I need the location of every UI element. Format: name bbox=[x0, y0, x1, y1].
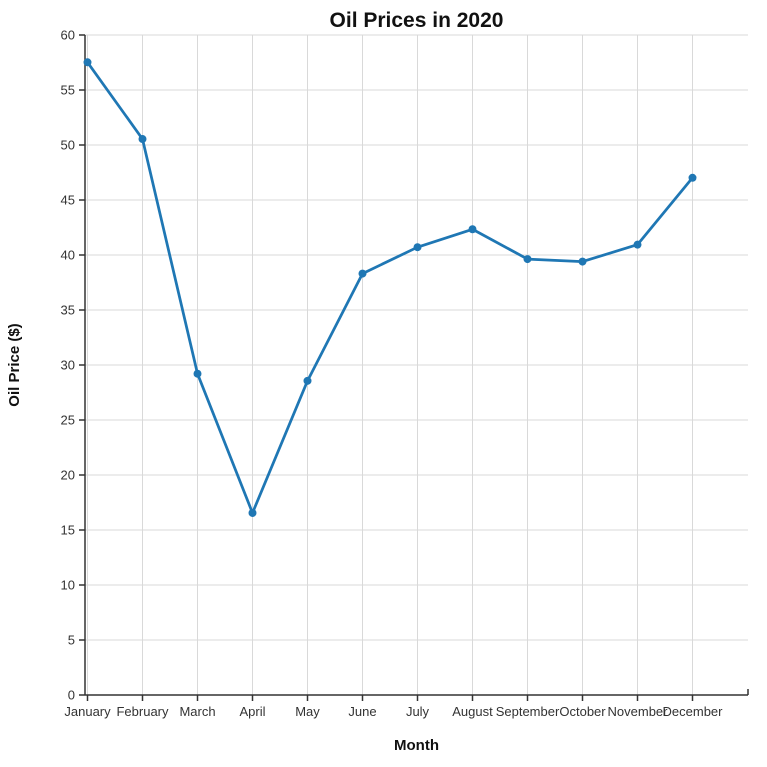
y-tick-label: 25 bbox=[61, 413, 75, 428]
x-tick-label: February bbox=[116, 704, 169, 719]
x-tick-label: August bbox=[452, 704, 493, 719]
data-point bbox=[413, 243, 422, 252]
y-tick-label: 35 bbox=[61, 303, 75, 318]
data-point bbox=[248, 508, 257, 517]
y-tick-label: 50 bbox=[61, 138, 75, 153]
data-point bbox=[523, 255, 532, 264]
x-tick-label: September bbox=[496, 704, 560, 719]
x-tick-label: December bbox=[663, 704, 724, 719]
data-point bbox=[688, 173, 697, 182]
y-tick-label: 15 bbox=[61, 523, 75, 538]
x-tick-label: June bbox=[348, 704, 376, 719]
data-line bbox=[86, 60, 694, 515]
data-point bbox=[468, 225, 477, 234]
x-tick-label: May bbox=[295, 704, 320, 719]
y-tick-label: 10 bbox=[61, 578, 75, 593]
y-tick-label: 20 bbox=[61, 468, 75, 483]
x-tick-label: November bbox=[608, 704, 669, 719]
y-tick-label: 45 bbox=[61, 193, 75, 208]
x-tick-label: March bbox=[179, 704, 215, 719]
data-point bbox=[83, 58, 92, 67]
data-point bbox=[138, 135, 147, 144]
y-tick-label: 55 bbox=[61, 83, 75, 98]
y-axis-title: Oil Price ($) bbox=[6, 323, 23, 406]
x-axis-title: Month bbox=[394, 737, 439, 754]
x-tick-label: January bbox=[64, 704, 111, 719]
data-point bbox=[193, 369, 202, 378]
chart-title: Oil Prices in 2020 bbox=[330, 9, 504, 32]
y-tick-label: 0 bbox=[68, 688, 75, 703]
x-tick-label: October bbox=[559, 704, 606, 719]
data-point bbox=[303, 376, 312, 385]
y-tick-label: 5 bbox=[68, 633, 75, 648]
y-tick-label: 60 bbox=[61, 28, 75, 43]
data-point bbox=[633, 240, 642, 249]
data-point bbox=[358, 269, 367, 278]
x-tick-label: July bbox=[406, 704, 430, 719]
y-tick-label: 30 bbox=[61, 358, 75, 373]
y-tick-label: 40 bbox=[61, 248, 75, 263]
x-tick-label: April bbox=[239, 704, 265, 719]
data-point bbox=[578, 257, 587, 266]
